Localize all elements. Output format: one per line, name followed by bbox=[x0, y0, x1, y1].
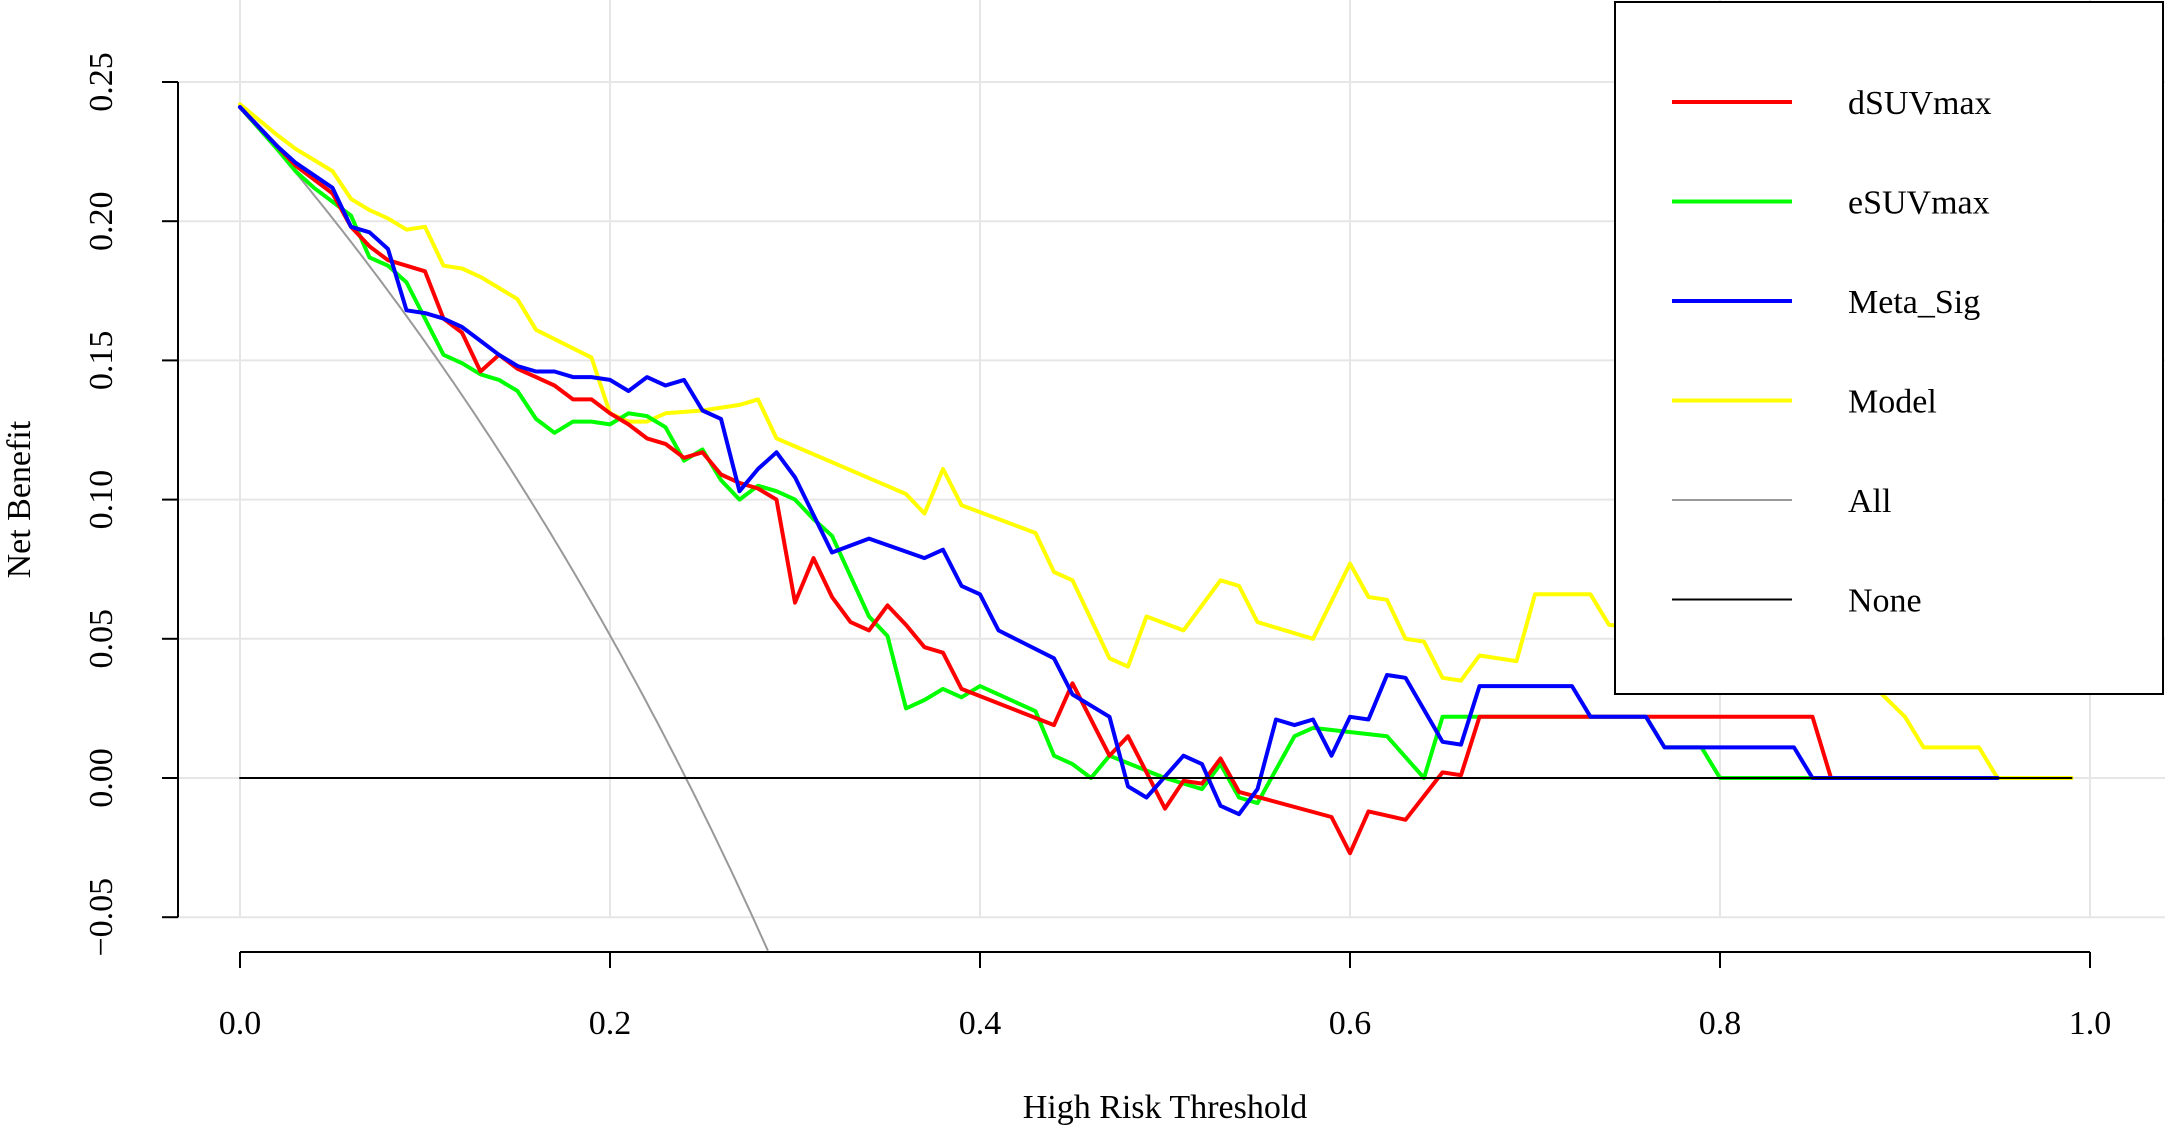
x-tick-label-3: 0.6 bbox=[1329, 1005, 1372, 1042]
y-tick-label-0: −0.05 bbox=[83, 878, 120, 957]
axes: 0.0 0.2 0.4 0.6 0.8 1.0 −0.05 0.00 0.05 0.10 0.15 0… bbox=[83, 52, 2111, 1042]
y-tick-label-5: 0.20 bbox=[83, 191, 120, 251]
series-line-all bbox=[239, 106, 769, 951]
plot-lines bbox=[238, 102, 2074, 951]
y-tick-label-6: 0.25 bbox=[83, 52, 120, 112]
legend-box bbox=[1614, 1, 2164, 695]
y-tick-label-4: 0.15 bbox=[83, 331, 120, 391]
x-tick-label-0: 0.0 bbox=[219, 1005, 262, 1042]
legend-label-model: Model bbox=[1848, 384, 1937, 421]
legend-label-esuvmax: eSUVmax bbox=[1848, 185, 1990, 222]
x-axis-title: High Risk Threshold bbox=[1023, 1089, 1308, 1126]
x-tick-label-5: 1.0 bbox=[2069, 1005, 2112, 1042]
legend: dSUVmax eSUVmax Meta_Sig Model All None bbox=[1614, 1, 2164, 695]
series-line-dsuvmax bbox=[238, 105, 2000, 856]
legend-label-dsuvmax: dSUVmax bbox=[1848, 85, 1992, 122]
legend-label-meta-sig: Meta_Sig bbox=[1848, 284, 1980, 321]
y-tick-label-1: 0.00 bbox=[83, 748, 120, 808]
y-tick-label-3: 0.10 bbox=[83, 470, 120, 529]
legend-label-all: All bbox=[1848, 483, 1891, 520]
y-axis-title: Net Benefit bbox=[1, 420, 38, 578]
x-tick-label-1: 0.2 bbox=[589, 1005, 632, 1042]
series-line-esuvmax bbox=[238, 105, 1833, 806]
series-line-meta-sig bbox=[238, 105, 2000, 817]
series-line-model bbox=[238, 102, 2074, 780]
x-tick-label-2: 0.4 bbox=[959, 1005, 1002, 1042]
y-tick-label-2: 0.05 bbox=[83, 609, 120, 669]
x-tick-label-4: 0.8 bbox=[1699, 1005, 1742, 1042]
legend-label-none: None bbox=[1848, 583, 1922, 620]
